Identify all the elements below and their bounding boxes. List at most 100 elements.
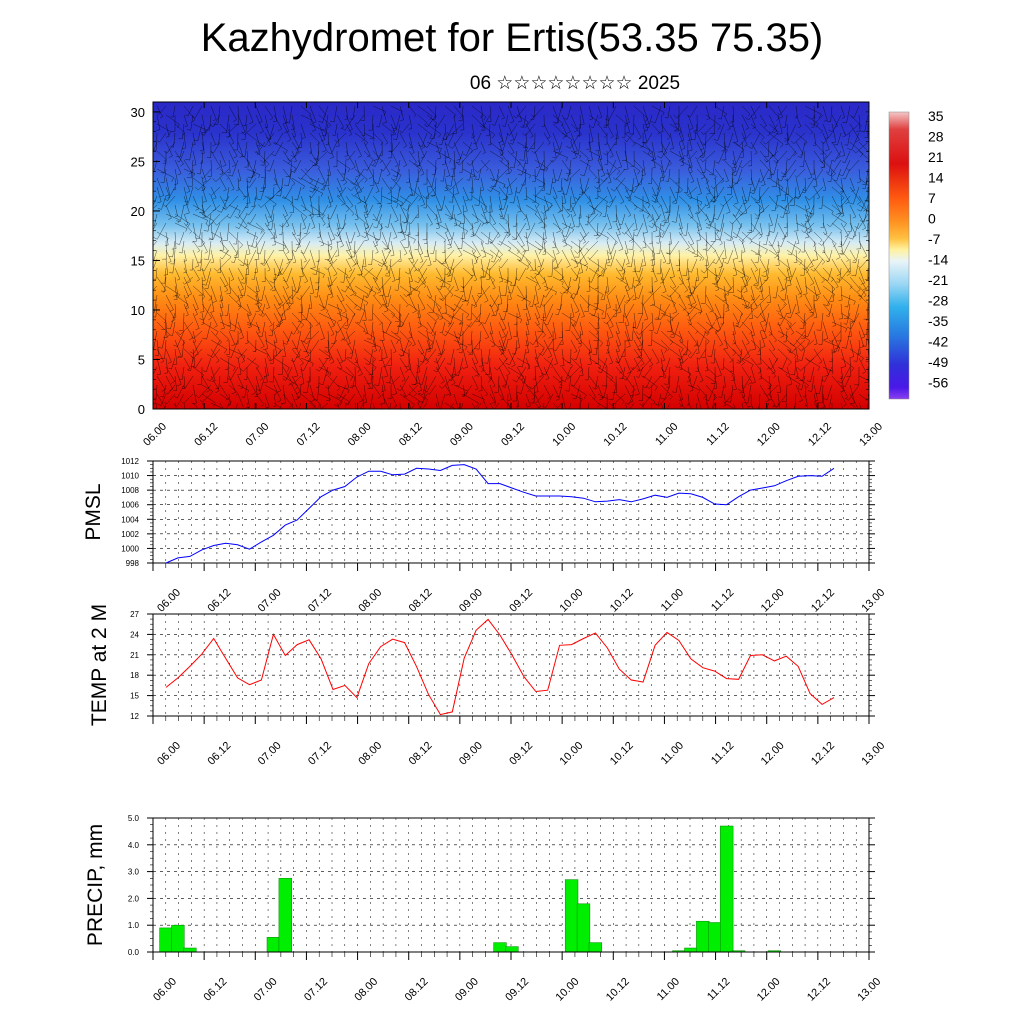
colorbar-label: -49: [928, 354, 948, 370]
heatmap-y-tick-label: 0: [138, 402, 145, 417]
x-tick-label: 09.00: [457, 740, 485, 768]
pmsl-y-label: PMSL: [82, 483, 105, 540]
heatmap-x-tick-label: 12.00: [755, 421, 783, 449]
precip-panel: 0.01.02.03.04.05.0 06.00 06.12 07.00 07.12 0…: [84, 814, 883, 1004]
heatmap-y-tick-label: 5: [138, 352, 145, 367]
x-tick-label: 11.00: [655, 976, 682, 1003]
y-tick-label: 1008: [121, 486, 139, 495]
x-tick-label: 11.00: [659, 740, 686, 767]
y-tick-label: 1010: [121, 472, 139, 481]
colorbar-labels: 35 28 21 14 7 0 -7 -14 -21 -28 -35 -42 -49 -56: [928, 108, 948, 391]
pmsl-grid: [152, 460, 870, 564]
precip-bar: [171, 924, 185, 953]
x-tick-label: 07.12: [306, 587, 334, 615]
x-tick-label: 08.00: [356, 740, 384, 768]
precip-bar: [588, 942, 603, 953]
x-tick-label: 09.12: [507, 740, 535, 768]
precip-bars: [159, 825, 782, 953]
heatmap-x-tick-label: 11.12: [704, 421, 731, 448]
colorbar-label: 7: [928, 190, 936, 206]
x-tick-label: 06.12: [201, 976, 229, 1004]
y-tick-label: 0.0: [128, 948, 140, 957]
x-tick-label: 07.00: [256, 740, 284, 768]
heatmap-x-tick-label: 08.12: [397, 421, 425, 449]
x-tick-label: 09.12: [507, 587, 535, 615]
precip-bar: [266, 937, 281, 953]
x-tick-label: 12.12: [809, 740, 837, 768]
y-tick-label: 3.0: [128, 868, 140, 877]
temp-grid: [152, 613, 870, 717]
temp-y-axis: 12 15 18 21 24 27: [130, 610, 875, 721]
chart-subtitle: 06 ☆☆☆☆☆☆☆☆ 2025: [469, 73, 681, 94]
heatmap-x-tick-label: 09.12: [499, 421, 527, 449]
colorbar-label: 35: [928, 108, 944, 124]
precip-bar: [493, 942, 507, 953]
temp-x-axis: 06.00 06.12 07.00 07.12 08.00 08.12 09.00 09.12…: [152, 716, 887, 768]
x-tick-label: 06.12: [205, 587, 233, 615]
x-tick-label: 12.00: [755, 976, 783, 1004]
x-tick-label: 08.00: [352, 976, 380, 1004]
precip-x-axis: 06.00 06.12 07.00 07.12 08.00 08.12 09.00 09.12…: [151, 952, 883, 1004]
wind-barb-field: [153, 105, 869, 409]
x-tick-label: 10.00: [558, 587, 586, 615]
heatmap-y-tick-label: 20: [131, 204, 145, 219]
x-tick-label: 12.00: [759, 587, 787, 615]
heatmap-x-tick-label: 11.00: [653, 421, 680, 448]
heatmap-field: [153, 102, 869, 409]
x-tick-label: 07.00: [256, 587, 284, 615]
precip-bar: [505, 946, 519, 953]
pmsl-x-axis: 06.00 06.12 07.00 07.12 08.00 08.12 09.00 09.12…: [152, 563, 887, 615]
colorbar-label: -42: [928, 334, 948, 350]
heatmap-x-tick-label: 09.00: [448, 421, 476, 449]
colorbar-label: -7: [928, 231, 941, 247]
heatmap-y-axis: 0 5 10 15 20 25 30: [131, 101, 869, 417]
heatmap-x-tick-label: 10.00: [550, 421, 578, 449]
colorbar-label: -28: [928, 293, 948, 309]
precip-y-axis: 0.0 1.0 2.0 3.0 4.0 5.0: [128, 814, 875, 957]
temperature-colorbar: 35 28 21 14 7 0 -7 -14 -21 -28 -35 -42 -49 -56: [888, 108, 948, 400]
heatmap-x-tick-label: 07.00: [243, 421, 271, 449]
heatmap-x-tick-label: 12.12: [806, 421, 834, 449]
y-tick-label: 998: [126, 559, 140, 568]
colorbar-label: -56: [928, 375, 948, 391]
x-tick-label: 10.12: [608, 587, 636, 615]
y-tick-label: 1000: [121, 544, 139, 553]
heatmap-y-tick-label: 30: [131, 105, 145, 120]
precip-bar: [720, 825, 734, 953]
chart-title: Kazhydromet for Ertis(53.35 75.35): [200, 16, 824, 60]
colorbar-label: 14: [928, 170, 944, 186]
x-tick-label: 09.00: [457, 587, 485, 615]
y-tick-label: 1006: [121, 501, 139, 510]
x-tick-label: 09.12: [503, 976, 531, 1004]
x-tick-label: 13.00: [855, 976, 883, 1004]
wind-barbs: [153, 105, 869, 409]
heatmap-y-tick-label: 25: [131, 154, 145, 169]
precip-y-label: PRECIP, mm: [84, 824, 107, 946]
x-tick-label: 07.00: [252, 976, 280, 1004]
x-tick-label: 10.00: [554, 976, 582, 1004]
x-tick-label: 09.00: [453, 976, 481, 1004]
colorbar-label: 28: [928, 129, 944, 145]
y-tick-label: 4.0: [128, 841, 140, 850]
y-tick-label: 18: [130, 671, 139, 680]
y-tick-label: 12: [130, 712, 139, 721]
temperature-wind-heatmap: 0 5 10 15 20 25 30 06.00 06.12 07.00 07.12 08.00 08…: [131, 101, 885, 449]
x-tick-label: 08.12: [403, 976, 431, 1004]
x-tick-label: 11.00: [659, 587, 686, 614]
precip-bar: [278, 878, 292, 953]
x-tick-label: 12.12: [809, 587, 837, 615]
heatmap-x-tick-label: 10.12: [601, 421, 629, 449]
heatmap-y-tick-label: 15: [131, 253, 145, 268]
colorbar-label: -14: [928, 252, 948, 268]
precip-bar: [684, 947, 698, 953]
heatmap-y-tick-label: 10: [131, 303, 145, 318]
precip-bar: [576, 903, 591, 953]
colorbar-label: 21: [928, 149, 944, 165]
colorbar-label: -35: [928, 313, 948, 329]
heatmap-x-tick-label: 07.12: [295, 421, 323, 449]
heatmap-x-tick-label: 06.00: [141, 421, 169, 449]
heatmap-x-tick-label: 08.00: [346, 421, 374, 449]
pmsl-series-line: [165, 464, 835, 564]
